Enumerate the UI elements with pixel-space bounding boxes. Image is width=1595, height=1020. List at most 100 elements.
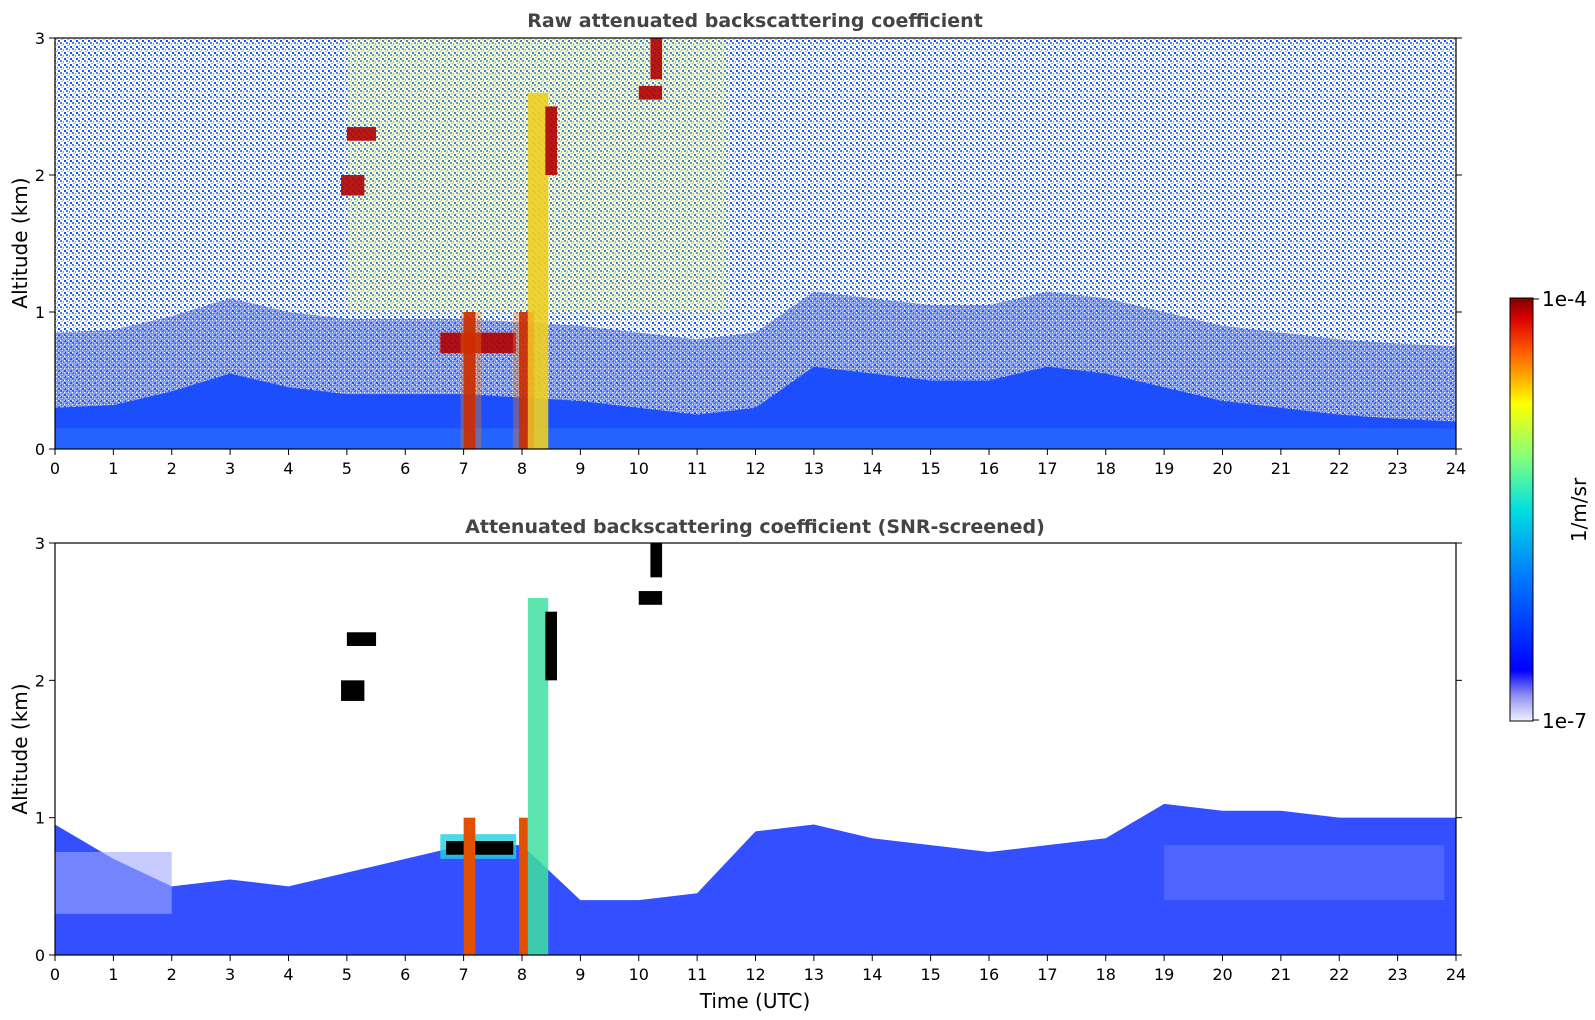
saturated-patch (545, 611, 558, 681)
saturated-patch (638, 591, 663, 605)
y-tick-label: 3 (35, 534, 45, 553)
y-tick-label: 0 (35, 440, 45, 459)
x-tick-label: 4 (283, 965, 293, 984)
y-tick-label: 1 (35, 809, 45, 828)
x-tick-label: 15 (920, 965, 940, 984)
precip-column (527, 597, 549, 955)
x-tick-label: 10 (629, 965, 649, 984)
x-tick-label: 23 (1387, 459, 1407, 478)
x-tick-label: 11 (687, 459, 707, 478)
x-tick-label: 0 (50, 459, 60, 478)
x-tick-label: 4 (283, 459, 293, 478)
precip-column (463, 817, 476, 955)
y-tick-label: 3 (35, 29, 45, 48)
x-tick-label: 3 (225, 459, 235, 478)
x-tick-label: 7 (459, 459, 469, 478)
x-tick-label: 12 (745, 965, 765, 984)
cloud-segment (638, 85, 663, 100)
x-tick-label: 18 (1096, 459, 1116, 478)
cloud-segment (463, 312, 476, 449)
y-axis-ticks-bottom: 0 1 2 3 (35, 534, 1462, 965)
x-tick-label: 5 (342, 965, 352, 984)
cloud-segment (519, 312, 528, 449)
x-tick-label: 6 (400, 459, 410, 478)
low-value-band (1164, 845, 1445, 901)
low-value-band (55, 852, 172, 914)
heatmap-layers-raw (55, 38, 1456, 449)
x-tick-label: 6 (400, 965, 410, 984)
y-axis-ticks-top: 0 1 2 3 (35, 29, 1462, 459)
x-tick-label: 20 (1212, 965, 1232, 984)
x-tick-label: 14 (862, 459, 882, 478)
chart-title-screened: Attenuated backscattering coefficient (S… (465, 516, 1045, 538)
colorbar-unit-label: 1/m/sr (1567, 477, 1591, 542)
x-tick-label: 17 (1037, 965, 1057, 984)
cloud-segment (545, 106, 558, 175)
x-axis-ticks-top: 0 1 2 3 4 5 6 7 8 9 10 11 12 13 14 15 16 17 18 19 20 21 22 23 24 (50, 449, 1466, 478)
x-tick-label: 24 (1446, 459, 1466, 478)
precip-column (519, 817, 528, 955)
precip-halo (513, 312, 534, 449)
x-tick-label: 22 (1329, 965, 1349, 984)
cloud-segment (527, 92, 549, 449)
x-tick-label: 8 (517, 459, 527, 478)
x-tick-label: 2 (167, 965, 177, 984)
x-tick-label: 21 (1271, 965, 1291, 984)
screened-backscatter-panel: Attenuated backscattering coefficient (S… (8, 516, 1466, 1013)
x-tick-label: 8 (517, 965, 527, 984)
x-tick-label: 0 (50, 965, 60, 984)
x-tick-label: 17 (1037, 459, 1057, 478)
x-tick-label: 5 (342, 459, 352, 478)
saturated-patch (346, 632, 377, 646)
y-tick-label: 1 (35, 303, 45, 322)
x-tick-label: 19 (1154, 965, 1174, 984)
screened-signal-area (55, 803, 1456, 955)
x-tick-label: 1 (108, 965, 118, 984)
y-tick-label: 2 (35, 166, 45, 185)
colorbar-gradient (1509, 297, 1534, 722)
x-tick-label: 18 (1096, 965, 1116, 984)
x-tick-label: 9 (575, 459, 585, 478)
saturated-patch (341, 680, 365, 701)
x-tick-label: 14 (862, 965, 882, 984)
saturated-patch (650, 543, 663, 578)
x-tick-label: 3 (225, 965, 235, 984)
x-tick-label: 23 (1387, 965, 1407, 984)
cloud-segment (346, 127, 377, 141)
x-tick-label: 2 (167, 459, 177, 478)
surface-layer (55, 428, 1456, 449)
cloud-segment (440, 332, 517, 354)
x-tick-label: 16 (979, 965, 999, 984)
x-axis-label: Time (UTC) (699, 989, 811, 1013)
x-tick-label: 21 (1271, 459, 1291, 478)
y-axis-label-bottom: Altitude (km) (8, 683, 32, 814)
saturated-cloud (446, 841, 514, 855)
x-tick-label: 16 (979, 459, 999, 478)
y-tick-label: 0 (35, 946, 45, 965)
x-tick-label: 9 (575, 965, 585, 984)
cloud-segment (650, 38, 663, 80)
x-tick-label: 11 (687, 965, 707, 984)
x-tick-label: 10 (629, 459, 649, 478)
x-tick-label: 1 (108, 459, 118, 478)
colorbar-max-label: 1e-4 (1542, 287, 1587, 311)
cloud-segment (341, 175, 365, 196)
heatmap-layers-screened (55, 543, 1456, 955)
x-tick-label: 12 (745, 459, 765, 478)
y-tick-label: 2 (35, 671, 45, 690)
x-tick-label: 22 (1329, 459, 1349, 478)
y-axis-label-top: Altitude (km) (8, 177, 32, 308)
x-tick-label: 15 (920, 459, 940, 478)
precip-halo (460, 312, 482, 449)
chart-title-raw: Raw attenuated backscattering coefficien… (527, 10, 983, 32)
x-tick-label: 7 (459, 965, 469, 984)
x-tick-label: 19 (1154, 459, 1174, 478)
colorbar-min-label: 1e-7 (1542, 709, 1587, 733)
x-axis-ticks-bottom: 0 1 2 3 4 5 6 7 8 9 10 11 12 13 14 15 16 17 18 19 20 21 22 23 24 (50, 955, 1466, 984)
x-tick-label: 13 (804, 459, 824, 478)
x-tick-label: 24 (1446, 965, 1466, 984)
colorbar: 1e-4 1e-7 1/m/sr (1509, 287, 1591, 733)
raw-backscatter-panel: Raw attenuated backscattering coefficien… (8, 10, 1466, 478)
x-tick-label: 20 (1212, 459, 1232, 478)
